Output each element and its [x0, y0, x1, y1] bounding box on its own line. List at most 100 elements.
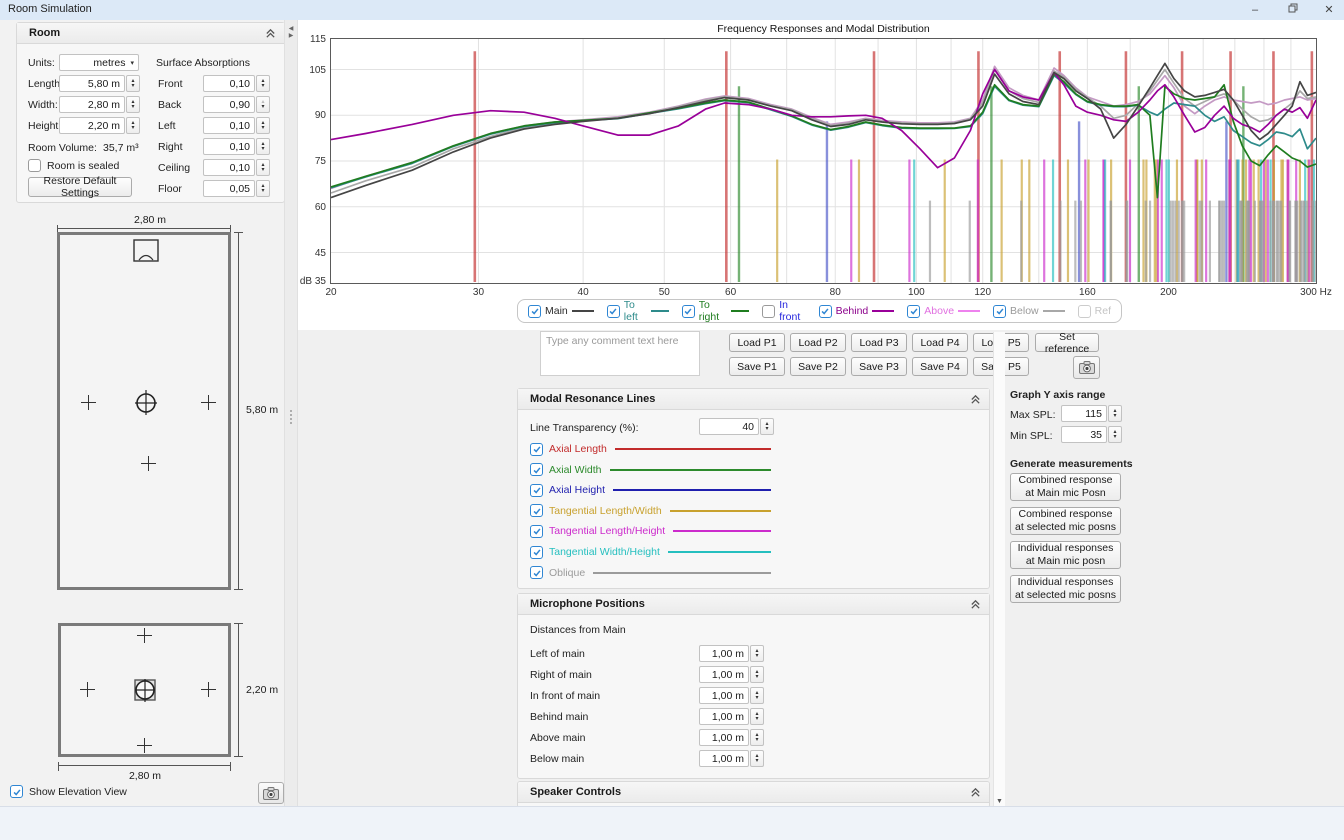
width-field[interactable]: 2,80 m	[59, 96, 125, 113]
speaker-mic-symbol-elev[interactable]	[133, 677, 157, 703]
collapse-icon[interactable]	[970, 787, 981, 798]
min-spl-spinner[interactable]: ▴ ▾	[1108, 426, 1122, 443]
spin-down-icon[interactable]: ▾	[1113, 412, 1117, 419]
splitter-collapse-right-icon[interactable]: ▶	[288, 33, 294, 39]
spin-down-icon[interactable]: ▾	[755, 652, 759, 659]
modal-line-checkbox[interactable]	[530, 442, 543, 456]
minimize-button[interactable]: –	[1251, 4, 1259, 16]
spin-down-icon[interactable]: ▾	[261, 145, 265, 152]
spin-down-icon[interactable]: ▾	[261, 124, 265, 131]
spin-down-icon[interactable]: ▾	[131, 103, 135, 110]
max-spl-field[interactable]: 115	[1061, 405, 1107, 422]
mic-position-left[interactable]	[81, 395, 96, 410]
legend-item-main[interactable]: Main	[528, 304, 594, 318]
restore-defaults-button[interactable]: Restore Default Settings	[28, 175, 132, 199]
surface-field-back[interactable]: 0,90	[203, 96, 255, 113]
spin-down-icon[interactable]: ▾	[755, 673, 759, 680]
legend-checkbox[interactable]	[528, 304, 541, 318]
load-preset-button-4[interactable]: Load P4	[912, 333, 968, 352]
spin-up-icon[interactable]: ▴	[131, 77, 135, 84]
spin-down-icon[interactable]: ▾	[261, 187, 265, 194]
mic-distance-field-right-of-main[interactable]: 1,00 m	[699, 666, 749, 683]
surface-field-front[interactable]: 0,10	[203, 75, 255, 92]
legend-item-to-right[interactable]: To right	[681, 299, 750, 323]
surface-field-left[interactable]: 0,10	[203, 117, 255, 134]
spinner[interactable]: ▴ ▾	[256, 96, 270, 113]
room-sealed-checkbox[interactable]	[28, 159, 41, 172]
mic-position-above[interactable]	[137, 628, 152, 643]
legend-checkbox[interactable]	[606, 304, 620, 318]
mic-position-left-elev[interactable]	[80, 682, 95, 697]
show-elevation-checkbox[interactable]	[10, 785, 23, 798]
speaker-symbol-top[interactable]	[133, 239, 159, 263]
modal-resonance-header[interactable]: Modal Resonance Lines	[518, 389, 989, 410]
spin-up-icon[interactable]: ▴	[131, 98, 135, 105]
legend-item-in-front[interactable]: In front	[762, 299, 805, 323]
spin-up-icon[interactable]: ▴	[755, 752, 759, 759]
max-spl-spinner[interactable]: ▴ ▾	[1108, 405, 1122, 422]
spinner[interactable]: ▴ ▾	[750, 687, 764, 704]
spin-down-icon[interactable]: ▾	[1113, 433, 1117, 440]
save-preset-button-3[interactable]: Save P3	[851, 357, 907, 376]
generate-button-3[interactable]: Individual responses at Main mic posn	[1010, 541, 1121, 569]
modal-line-checkbox[interactable]	[530, 566, 543, 580]
mic-distance-field-left-of-main[interactable]: 1,00 m	[699, 645, 749, 662]
mic-position-right-elev[interactable]	[201, 682, 216, 697]
spin-up-icon[interactable]: ▴	[131, 119, 135, 126]
legend-item-to-left[interactable]: To left	[606, 299, 669, 323]
mic-position-below[interactable]	[137, 738, 152, 753]
spin-up-icon[interactable]: ▴	[1113, 407, 1117, 414]
legend-checkbox[interactable]	[907, 304, 921, 318]
speaker-controls-header[interactable]: Speaker Controls	[518, 782, 989, 803]
spin-up-icon[interactable]: ▴	[755, 710, 759, 717]
height-spinner[interactable]: ▴ ▾	[126, 117, 140, 134]
restore-button[interactable]	[1276, 0, 1310, 20]
spin-down-icon[interactable]: ▾	[765, 425, 769, 432]
room-top-view[interactable]	[57, 232, 231, 590]
spin-down-icon[interactable]: ▾	[261, 103, 265, 110]
spin-up-icon[interactable]: ▴	[755, 689, 759, 696]
spin-up-icon[interactable]: ▴	[261, 119, 265, 126]
spin-up-icon[interactable]: ▴	[765, 420, 769, 427]
spin-up-icon[interactable]: ▴	[755, 647, 759, 654]
surface-field-floor[interactable]: 0,05	[203, 180, 255, 197]
min-spl-field[interactable]: 35	[1061, 426, 1107, 443]
spin-up-icon[interactable]: ▴	[261, 182, 265, 189]
spin-down-icon[interactable]: ▾	[755, 694, 759, 701]
width-spinner[interactable]: ▴ ▾	[126, 96, 140, 113]
close-button[interactable]: ✕	[1324, 4, 1334, 16]
spin-down-icon[interactable]: ▾	[755, 736, 759, 743]
legend-checkbox[interactable]	[681, 304, 695, 318]
surface-field-ceiling[interactable]: 0,10	[203, 159, 255, 176]
spin-down-icon[interactable]: ▾	[131, 82, 135, 89]
legend-item-behind[interactable]: Behind	[818, 304, 895, 318]
spin-up-icon[interactable]: ▴	[261, 98, 265, 105]
spin-up-icon[interactable]: ▴	[261, 140, 265, 147]
units-dropdown[interactable]: metres ▾	[59, 54, 139, 71]
modal-line-checkbox[interactable]	[530, 504, 543, 518]
scroll-down-icon[interactable]: ▼	[996, 798, 1003, 805]
load-preset-button-1[interactable]: Load P1	[729, 333, 785, 352]
spinner[interactable]: ▴ ▾	[750, 729, 764, 746]
microphone-positions-header[interactable]: Microphone Positions	[518, 594, 989, 615]
frequency-response-plot[interactable]	[330, 38, 1317, 284]
spin-up-icon[interactable]: ▴	[755, 731, 759, 738]
load-preset-button-2[interactable]: Load P2	[790, 333, 846, 352]
set-reference-button[interactable]: Set reference	[1035, 331, 1099, 355]
spinner[interactable]: ▴ ▾	[256, 180, 270, 197]
spin-up-icon[interactable]: ▴	[261, 77, 265, 84]
spinner[interactable]: ▴ ▾	[256, 75, 270, 92]
spin-down-icon[interactable]: ▾	[755, 757, 759, 764]
splitter-collapse-left-icon[interactable]: ◀	[288, 26, 294, 32]
mic-position-behind[interactable]	[141, 456, 156, 471]
generate-button-1[interactable]: Combined response at Main mic Posn	[1010, 473, 1121, 501]
mic-distance-field-in-front-of-main[interactable]: 1,00 m	[699, 687, 749, 704]
line-transparency-field[interactable]: 40	[699, 418, 759, 435]
save-preset-button-1[interactable]: Save P1	[729, 357, 785, 376]
legend-item-above[interactable]: Above	[907, 304, 981, 318]
spin-down-icon[interactable]: ▾	[261, 82, 265, 89]
collapse-icon[interactable]	[265, 28, 276, 39]
generate-button-2[interactable]: Combined response at selected mic posns	[1010, 507, 1121, 535]
spin-up-icon[interactable]: ▴	[261, 161, 265, 168]
surface-field-right[interactable]: 0,10	[203, 138, 255, 155]
